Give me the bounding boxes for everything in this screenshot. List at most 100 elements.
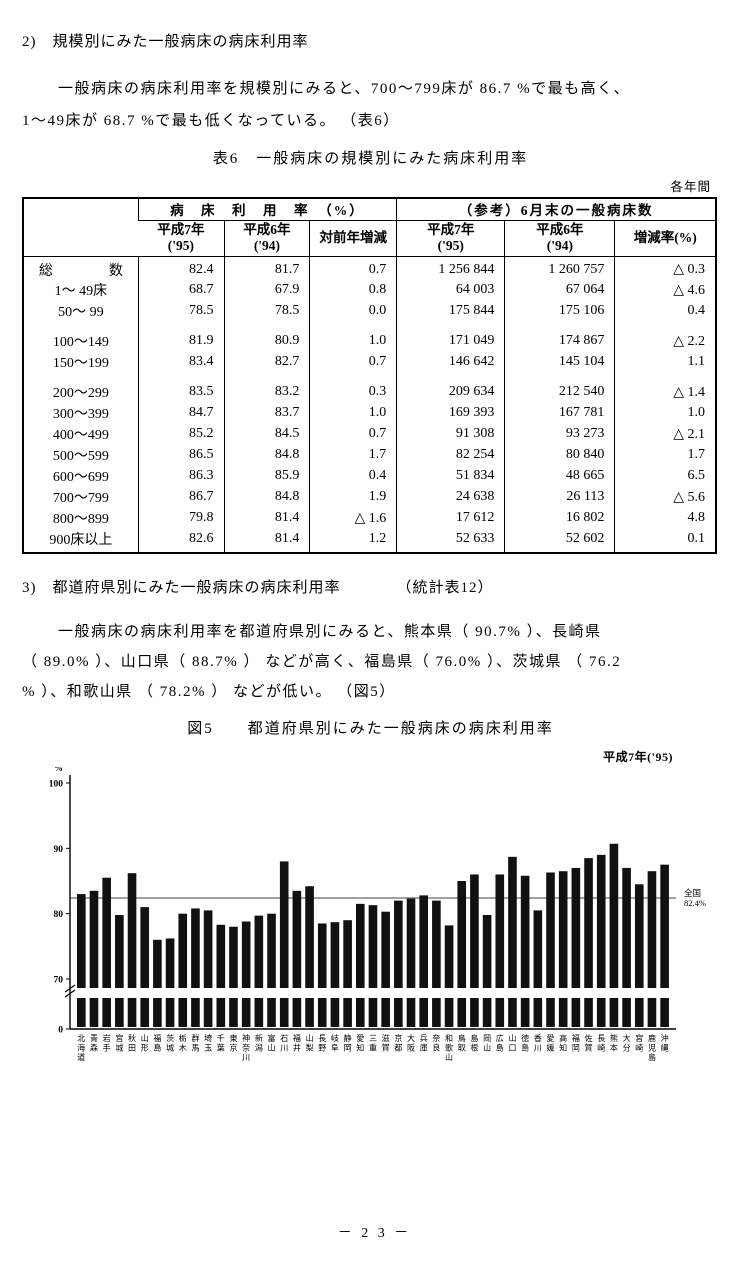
table-row: 100～149 81.9 80.9 1.0 171 049 174 867 △ 2.2 xyxy=(23,321,716,352)
table-cell: △ 0.3 xyxy=(614,256,716,280)
table-column-header-row: 平成7年 ('95) 平成6年 ('94) 対前年増減 平成7年 ('95) 平成6年 ('94… xyxy=(23,220,716,257)
table-cell: 84.5 xyxy=(223,423,310,445)
national-average-label: 全国 xyxy=(684,887,701,897)
chart-bar-stub xyxy=(241,997,251,1027)
x-axis-label: 千 xyxy=(217,1033,225,1043)
chart-bar-stub xyxy=(216,997,226,1027)
x-axis-label: 高 xyxy=(559,1033,567,1043)
table-cell: 1.1 xyxy=(614,351,716,373)
chart-bar xyxy=(609,843,619,988)
x-axis-label: 賀 xyxy=(382,1042,390,1052)
table-cell: 85.2 xyxy=(137,423,225,445)
x-axis-label: 川 xyxy=(280,1043,288,1052)
x-axis-label: 埼 xyxy=(204,1033,212,1043)
table-cell: 67.9 xyxy=(223,279,310,301)
chart-bar xyxy=(406,898,416,988)
table-row: 500～599 86.5 84.8 1.7 82 254 80 840 1.7 xyxy=(23,444,716,466)
section-2-paragraph: 一般病床の病床利用率を規模別にみると、700～799床が 86.7 %で最も高く… xyxy=(22,73,719,137)
chart-bar xyxy=(634,883,644,988)
x-axis-label: 福 xyxy=(153,1034,161,1043)
section-2-title: 規模別にみた一般病床の病床利用率 xyxy=(52,34,309,50)
table-cell: 82.4 xyxy=(137,256,225,280)
chart-bar-stub xyxy=(546,997,555,1027)
table-row: 700～799 86.7 84.8 1.9 24 638 26 113 △ 5.6 xyxy=(23,486,716,508)
row-label-header xyxy=(23,198,139,257)
chart-bar xyxy=(279,860,289,988)
chart-bar-stub xyxy=(153,997,162,1027)
table-cell: 84.7 xyxy=(137,402,225,424)
chart-bar-stub xyxy=(457,997,467,1027)
x-axis-label: 岐 xyxy=(331,1033,339,1043)
x-axis-label: 滋 xyxy=(382,1033,390,1043)
row-label: 1～ 49床 xyxy=(54,284,108,299)
x-axis-label: 城 xyxy=(115,1043,123,1052)
table-cell: 86.5 xyxy=(137,444,225,466)
x-axis-label: 福 xyxy=(572,1034,580,1043)
chart-bar-stub xyxy=(229,997,238,1027)
table-cell: 1.0 xyxy=(614,402,716,424)
x-axis-label: 佐 xyxy=(585,1033,593,1043)
x-axis-label: 栃 xyxy=(179,1033,187,1043)
chart-bar xyxy=(558,870,568,988)
chart-bar xyxy=(77,893,86,988)
table-cell: 0.3 xyxy=(309,372,397,403)
row-label: 900床以上 xyxy=(49,532,113,548)
row-label: 300～399 xyxy=(52,407,109,422)
table-cell: 83.7 xyxy=(223,402,310,424)
column-header: 対前年増減 xyxy=(309,220,397,257)
table-cell: 17 612 xyxy=(396,507,505,529)
table-cell: 1.7 xyxy=(309,444,397,466)
x-axis-label: 児 xyxy=(648,1043,656,1052)
paragraph-line: 1～49床が 68.7 %で最も低くなっている。 （表6） xyxy=(22,113,400,129)
table-cell: 174 867 xyxy=(504,321,615,352)
chart-bar xyxy=(508,856,517,988)
prefecture-bar-chart-svg: %1009080700全国82.4%北海道青森岩手宮城秋田山形福島茨城栃木群馬埼… xyxy=(49,767,706,1062)
chart-bar xyxy=(317,922,327,988)
x-axis-label: 香 xyxy=(534,1033,542,1043)
chart-bar xyxy=(584,857,593,988)
x-axis-label: 熊 xyxy=(610,1033,618,1043)
table-row: 50～ 99 78.5 78.5 0.0 175 844 175 106 0.4 xyxy=(23,300,716,322)
table-cell: 78.5 xyxy=(137,300,225,322)
x-axis-label: 馬 xyxy=(191,1043,199,1052)
x-axis-label: 本 xyxy=(610,1042,618,1052)
chart-bar-stub xyxy=(355,997,365,1027)
table-cell: 84.8 xyxy=(223,444,310,466)
chart-bar xyxy=(153,939,162,988)
chart-bar-stub xyxy=(368,997,378,1027)
chart-bar-stub xyxy=(482,997,492,1027)
x-axis-label: 良 xyxy=(432,1042,440,1052)
x-axis-label: 宮 xyxy=(635,1033,643,1043)
chart-bar xyxy=(596,854,606,988)
chart-bar xyxy=(368,904,378,988)
table-cell: 86.3 xyxy=(137,465,225,487)
chart-bar-stub xyxy=(520,997,530,1027)
table-cell: 212 540 xyxy=(504,372,615,403)
table-cell: 146 642 xyxy=(396,351,505,373)
row-label: 50～ 99 xyxy=(58,305,104,320)
table-cell: 0.4 xyxy=(309,465,397,487)
x-axis-label: 取 xyxy=(458,1043,466,1052)
national-average-value: 82.4% xyxy=(684,897,706,907)
table-cell: 64 003 xyxy=(396,279,505,301)
chart-bar-stub xyxy=(634,997,644,1027)
x-axis-label: 賀 xyxy=(585,1042,593,1052)
table-cell: 175 844 xyxy=(396,300,505,322)
chart-bar-stub xyxy=(343,997,352,1027)
table-cell: 0.8 xyxy=(309,279,397,301)
table-cell: 81.9 xyxy=(137,321,225,352)
table-row: 800～899 79.8 81.4 △ 1.6 17 612 16 802 4.8 xyxy=(23,507,716,529)
row-label: 500～599 xyxy=(52,449,109,464)
x-axis-label: 北 xyxy=(77,1034,85,1043)
x-axis-label: 山 xyxy=(306,1033,314,1043)
chart-bar xyxy=(178,913,188,988)
x-axis-label: 京 xyxy=(229,1042,237,1052)
table-cell: 52 602 xyxy=(504,528,615,553)
chart-bar xyxy=(381,911,390,988)
chart-bar-stub xyxy=(495,997,505,1027)
table-cell: 1 256 844 xyxy=(396,256,505,280)
chart-bar-stub xyxy=(508,997,517,1027)
x-axis-label: 梨 xyxy=(306,1042,314,1052)
paragraph-line: 一般病床の病床利用率を規模別にみると、700～799床が 86.7 %で最も高く… xyxy=(58,81,631,97)
page-number: － 2 3 － xyxy=(337,1226,412,1241)
